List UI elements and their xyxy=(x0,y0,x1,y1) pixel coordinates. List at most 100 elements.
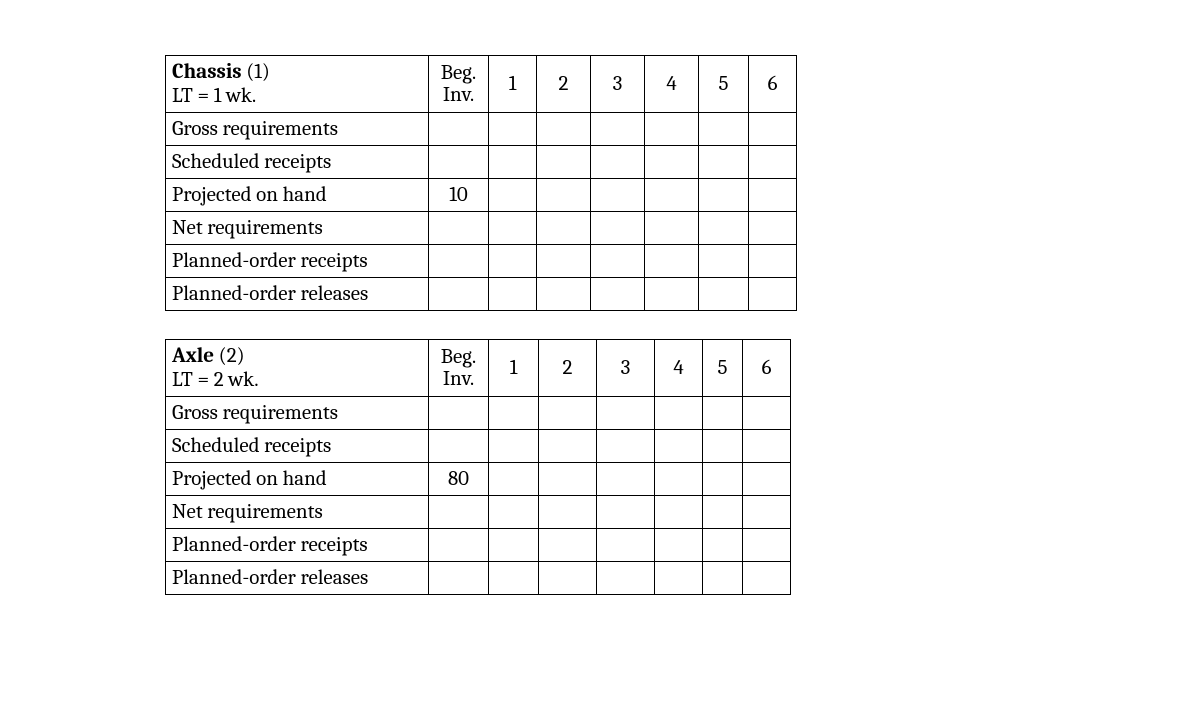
cell xyxy=(429,212,489,245)
cell xyxy=(703,529,743,562)
cell xyxy=(743,430,791,463)
cell xyxy=(749,278,797,311)
cell xyxy=(743,496,791,529)
cell xyxy=(655,397,703,430)
period-header: 4 xyxy=(655,340,703,397)
lead-time: LT = 1 wk. xyxy=(172,84,420,108)
row-label: Planned-order receipts xyxy=(166,245,429,278)
cell xyxy=(597,562,655,595)
cell xyxy=(703,496,743,529)
cell xyxy=(539,463,597,496)
cell xyxy=(597,529,655,562)
cell xyxy=(743,529,791,562)
cell xyxy=(429,529,489,562)
cell xyxy=(489,245,537,278)
cell xyxy=(489,430,539,463)
cell xyxy=(489,179,537,212)
period-header: 6 xyxy=(743,340,791,397)
cell xyxy=(591,278,645,311)
cell xyxy=(591,179,645,212)
cell xyxy=(537,245,591,278)
cell xyxy=(539,562,597,595)
cell xyxy=(429,562,489,595)
period-header: 2 xyxy=(537,56,591,113)
period-header: 5 xyxy=(703,340,743,397)
cell xyxy=(429,113,489,146)
period-header: 5 xyxy=(699,56,749,113)
row-label: Projected on hand xyxy=(166,463,429,496)
cell xyxy=(591,245,645,278)
cell xyxy=(699,146,749,179)
cell xyxy=(743,397,791,430)
row-label: Planned-order releases xyxy=(166,562,429,595)
lead-time: LT = 2 wk. xyxy=(172,368,420,392)
cell xyxy=(429,496,489,529)
cell xyxy=(749,179,797,212)
cell xyxy=(597,397,655,430)
cell xyxy=(645,245,699,278)
cell xyxy=(489,212,537,245)
cell xyxy=(699,245,749,278)
row-label: Scheduled receipts xyxy=(166,146,429,179)
cell xyxy=(539,496,597,529)
cell xyxy=(489,278,537,311)
table-row: Scheduled receipts xyxy=(166,430,791,463)
cell xyxy=(703,397,743,430)
row-label: Net requirements xyxy=(166,496,429,529)
cell xyxy=(489,496,539,529)
item-qty: (1) xyxy=(246,60,270,84)
cell xyxy=(539,397,597,430)
cell xyxy=(429,245,489,278)
cell xyxy=(591,113,645,146)
row-label: Planned-order releases xyxy=(166,278,429,311)
cell xyxy=(749,245,797,278)
period-header: 6 xyxy=(749,56,797,113)
cell xyxy=(537,179,591,212)
cell xyxy=(655,463,703,496)
cell xyxy=(489,397,539,430)
mrp-table-chassis: Chassis (1) LT = 1 wk. Beg. Inv. 1 2 3 4… xyxy=(165,55,797,311)
cell xyxy=(703,463,743,496)
cell xyxy=(645,212,699,245)
cell xyxy=(645,113,699,146)
item-name: Chassis xyxy=(172,60,242,84)
cell xyxy=(537,113,591,146)
cell xyxy=(749,146,797,179)
mrp-table-axle: Axle (2) LT = 2 wk. Beg. Inv. 1 2 3 4 5 … xyxy=(165,339,791,595)
cell xyxy=(699,212,749,245)
cell xyxy=(655,430,703,463)
cell xyxy=(429,278,489,311)
cell xyxy=(489,463,539,496)
cell xyxy=(489,146,537,179)
table-row: Net requirements xyxy=(166,496,791,529)
table-row: Gross requirements xyxy=(166,397,791,430)
period-header: 4 xyxy=(645,56,699,113)
table-header-item: Axle (2) LT = 2 wk. xyxy=(166,340,429,397)
cell xyxy=(703,430,743,463)
period-header: 1 xyxy=(489,340,539,397)
table-row: Projected on hand 10 xyxy=(166,179,797,212)
row-label: Net requirements xyxy=(166,212,429,245)
page-container: Chassis (1) LT = 1 wk. Beg. Inv. 1 2 3 4… xyxy=(0,0,1200,595)
cell xyxy=(489,529,539,562)
row-label: Planned-order receipts xyxy=(166,529,429,562)
cell xyxy=(645,146,699,179)
cell xyxy=(749,113,797,146)
cell xyxy=(655,562,703,595)
cell xyxy=(645,278,699,311)
cell xyxy=(597,496,655,529)
cell xyxy=(537,212,591,245)
beg-inv-header: Beg. Inv. xyxy=(429,56,489,113)
table-row: Gross requirements xyxy=(166,113,797,146)
row-label: Projected on hand xyxy=(166,179,429,212)
cell xyxy=(429,430,489,463)
cell xyxy=(489,562,539,595)
table-header-item: Chassis (1) LT = 1 wk. xyxy=(166,56,429,113)
table-row: Planned-order receipts xyxy=(166,245,797,278)
table-row: Net requirements xyxy=(166,212,797,245)
cell xyxy=(655,529,703,562)
cell xyxy=(539,430,597,463)
table-row: Planned-order releases xyxy=(166,278,797,311)
item-qty: (2) xyxy=(219,344,245,368)
cell xyxy=(429,146,489,179)
